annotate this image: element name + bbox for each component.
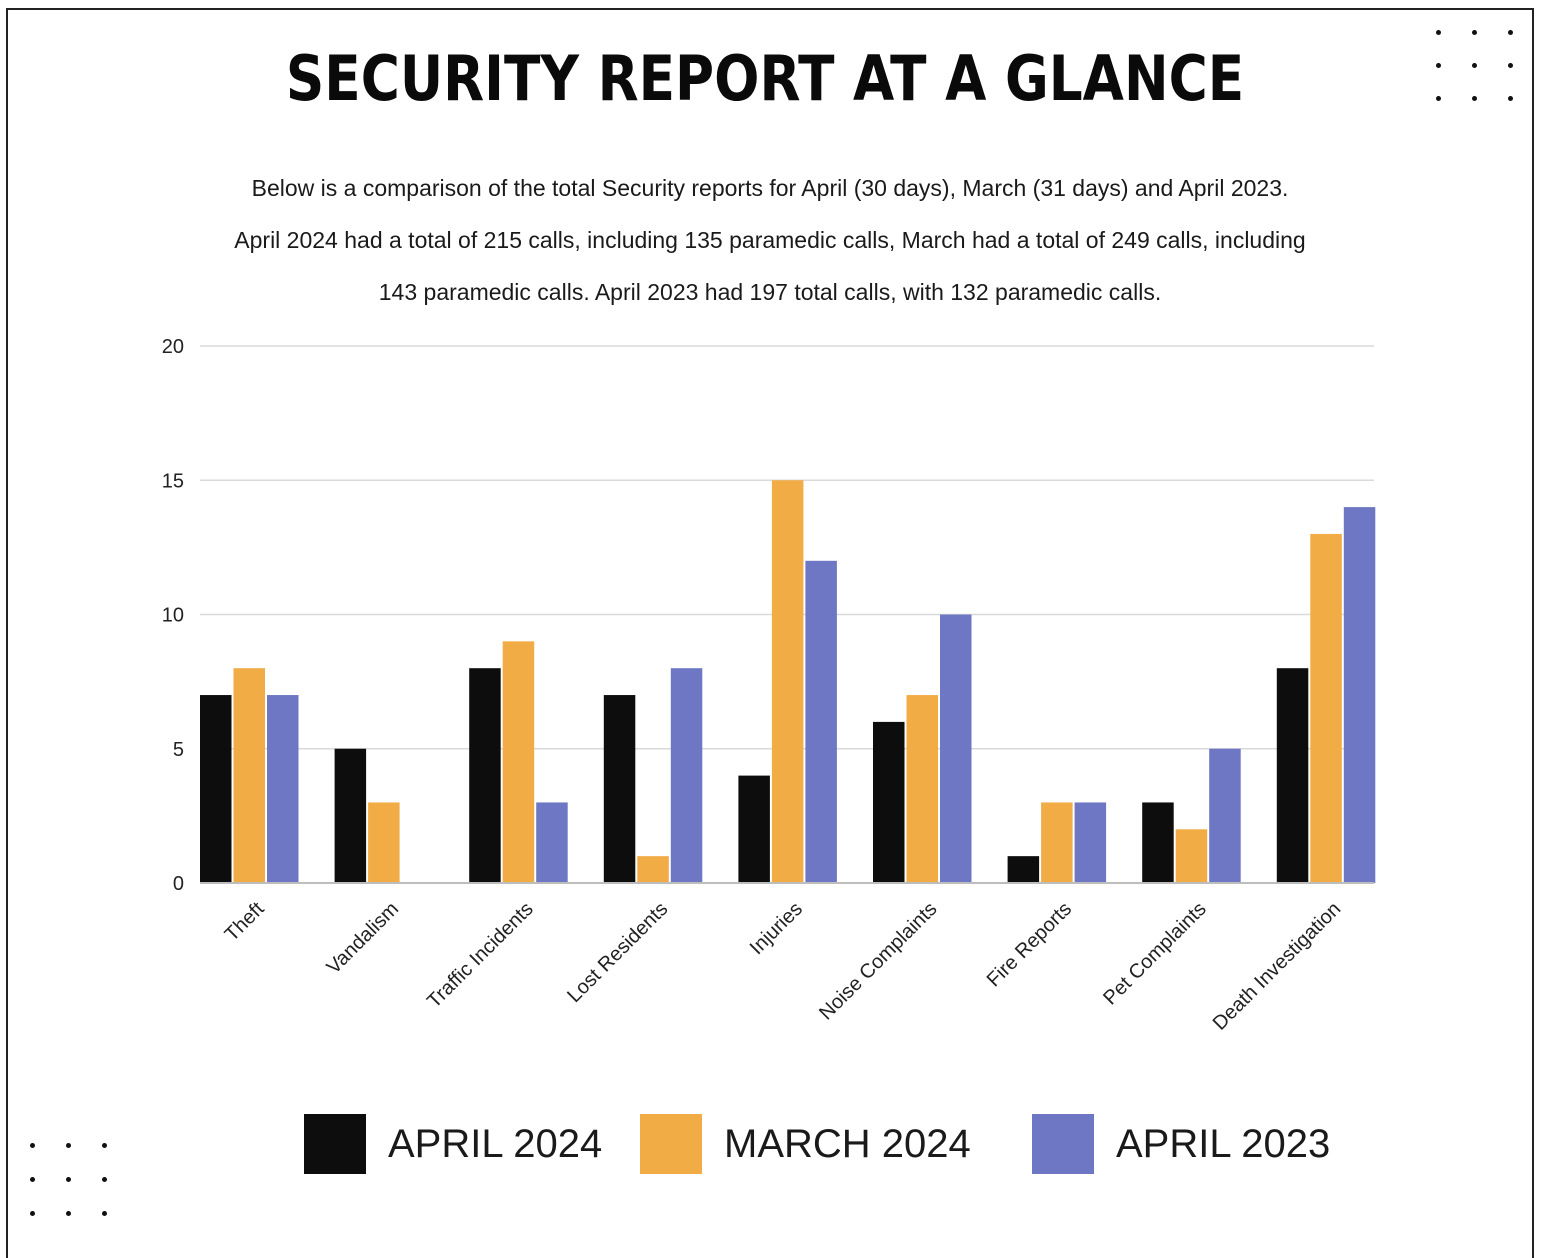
bar-vandalism-april-2024 xyxy=(334,748,367,883)
bar-lost-residents-march-2024 xyxy=(637,856,669,883)
bar-noise-complaints-march-2024 xyxy=(906,695,938,883)
intro-line-3: 143 paramedic calls. April 2023 had 197 … xyxy=(378,279,1162,305)
bar-pet-complaints-april-2024 xyxy=(1142,802,1174,883)
bar-traffic-incidents-march-2024 xyxy=(502,641,535,883)
y-tick-label-5: 5 xyxy=(173,739,184,761)
bar-pet-complaints-march-2024 xyxy=(1175,829,1208,883)
bar-fire-reports-march-2024 xyxy=(1041,802,1073,883)
x-tick-label-lost-residents: Lost Residents xyxy=(563,898,672,1007)
chart-legend: APRIL 2024 MARCH 2024 APRIL 2023 xyxy=(0,1112,1548,1176)
page-title: SECURITY REPORT AT A GLANCE xyxy=(285,42,1245,115)
legend-item-april-2023: APRIL 2023 xyxy=(1032,1112,1330,1176)
y-tick-label-0: 0 xyxy=(173,873,184,895)
bar-death-investigation-april-2024 xyxy=(1276,668,1309,883)
legend-swatch-april-2023 xyxy=(1032,1114,1094,1174)
legend-swatch-march-2024 xyxy=(640,1114,702,1174)
bar-theft-april-2024 xyxy=(200,695,232,883)
report-frame xyxy=(6,8,1534,1258)
bar-injuries-april-2023 xyxy=(805,560,837,883)
x-tick-label-death-investigation: Death Investigation xyxy=(1209,898,1346,1035)
y-tick-label-20: 20 xyxy=(162,336,184,358)
bar-chart: 0 5 10 15 20 Theft Vandalism Traffic Incidents L… xyxy=(162,336,1376,1035)
y-tick-label-10: 10 xyxy=(162,605,184,627)
bar-injuries-april-2024 xyxy=(738,775,770,883)
x-tick-label-injuries: Injuries xyxy=(746,898,807,959)
bar-noise-complaints-april-2023 xyxy=(940,614,972,883)
dot-grid-decoration-top-right xyxy=(1436,30,1516,102)
x-tick-label-fire-reports: Fire Reports xyxy=(983,898,1076,991)
y-tick-label-15: 15 xyxy=(162,470,184,492)
x-tick-label-traffic-incidents: Traffic Incidents xyxy=(423,898,538,1013)
intro-line-2: April 2024 had a total of 215 calls, inc… xyxy=(234,227,1306,253)
bar-pet-complaints-april-2023 xyxy=(1209,748,1241,883)
bar-death-investigation-march-2024 xyxy=(1310,533,1342,883)
intro-line-1: Below is a comparison of the total Secur… xyxy=(251,175,1289,201)
bar-death-investigation-april-2023 xyxy=(1343,507,1376,883)
bar-theft-march-2024 xyxy=(233,668,265,883)
legend-label-march-2024: MARCH 2024 xyxy=(724,1121,971,1166)
x-tick-label-vandalism: Vandalism xyxy=(323,898,404,979)
x-tick-label-theft: Theft xyxy=(221,898,269,946)
bar-lost-residents-april-2024 xyxy=(603,695,636,883)
bar-lost-residents-april-2023 xyxy=(670,668,703,883)
legend-swatch-april-2024 xyxy=(304,1114,366,1174)
legend-label-april-2023: APRIL 2023 xyxy=(1116,1121,1331,1166)
legend-item-april-2024: APRIL 2024 xyxy=(304,1112,602,1176)
bar-fire-reports-april-2024 xyxy=(1007,856,1040,883)
bar-fire-reports-april-2023 xyxy=(1074,802,1107,883)
bar-traffic-incidents-april-2024 xyxy=(469,668,501,883)
x-tick-label-pet-complaints: Pet Complaints xyxy=(1099,898,1210,1009)
dot-grid-decoration-bottom-left xyxy=(30,1143,110,1216)
bar-traffic-incidents-april-2023 xyxy=(536,802,568,883)
legend-label-april-2024: APRIL 2024 xyxy=(388,1121,603,1166)
intro-text: Below is a comparison of the total Secur… xyxy=(60,162,1480,318)
bar-injuries-march-2024 xyxy=(771,480,804,883)
x-tick-label-noise-complaints: Noise Complaints xyxy=(815,898,941,1024)
bar-noise-complaints-april-2024 xyxy=(873,721,905,883)
bar-theft-april-2023 xyxy=(267,695,299,883)
bar-vandalism-march-2024 xyxy=(368,802,400,883)
legend-item-march-2024: MARCH 2024 xyxy=(640,1112,971,1176)
